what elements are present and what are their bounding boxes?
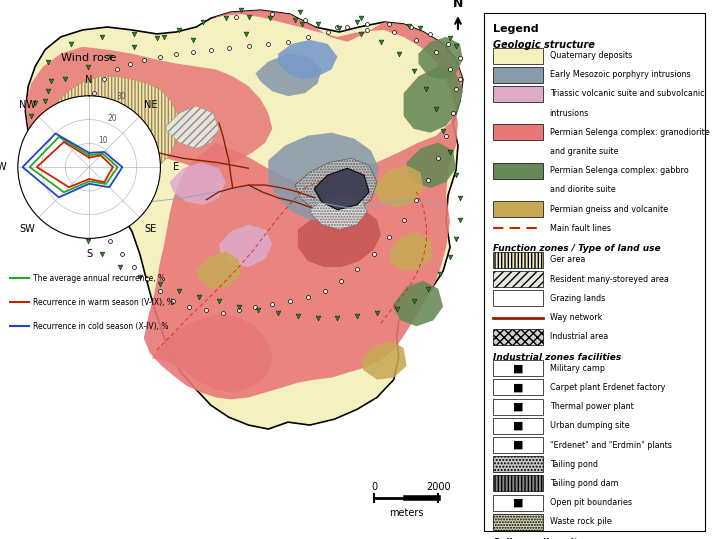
Text: Recurrence in warm season (V-IX), %: Recurrence in warm season (V-IX), % <box>34 298 175 307</box>
Text: Tailing pond dam: Tailing pond dam <box>550 479 618 488</box>
Bar <box>493 271 543 287</box>
Text: "Erdenet" and "Erdmin" plants: "Erdenet" and "Erdmin" plants <box>550 440 672 450</box>
Polygon shape <box>144 10 463 399</box>
Text: Early Mesozoic porphyry intrusions: Early Mesozoic porphyry intrusions <box>550 70 690 79</box>
Polygon shape <box>374 165 424 208</box>
Polygon shape <box>361 340 406 379</box>
Text: Recurrence in cold season (X-IV), %: Recurrence in cold season (X-IV), % <box>34 322 169 331</box>
Text: Industrial area: Industrial area <box>550 332 608 341</box>
Text: Industrial zones facilities: Industrial zones facilities <box>493 353 621 362</box>
Text: Permian Selenga complex: gabbro: Permian Selenga complex: gabbro <box>550 167 689 175</box>
Text: Grazing lands: Grazing lands <box>550 294 605 303</box>
Polygon shape <box>419 37 463 79</box>
Bar <box>493 457 543 472</box>
Bar <box>493 475 543 492</box>
Text: Geologic structure: Geologic structure <box>493 40 595 50</box>
Text: Thermal power plant: Thermal power plant <box>550 402 633 411</box>
Text: Waste rock pile: Waste rock pile <box>550 517 612 527</box>
Text: N: N <box>453 0 463 10</box>
Text: Legend: Legend <box>493 24 538 34</box>
Text: Ger area: Ger area <box>550 255 585 265</box>
Polygon shape <box>152 314 272 392</box>
Text: Triassic volcanic suite and subvolcanic: Triassic volcanic suite and subvolcanic <box>550 89 704 99</box>
Bar <box>493 67 543 83</box>
Bar <box>493 252 543 268</box>
Bar <box>493 360 543 376</box>
Text: Military camp: Military camp <box>550 364 605 372</box>
Polygon shape <box>394 281 443 326</box>
Bar <box>493 291 543 306</box>
Text: ■: ■ <box>513 421 523 431</box>
Bar <box>493 163 543 179</box>
Text: 2000: 2000 <box>426 482 451 492</box>
Polygon shape <box>219 225 272 267</box>
Text: and diorite suite: and diorite suite <box>550 185 615 195</box>
Text: The average annual recurrence, %: The average annual recurrence, % <box>34 274 165 283</box>
Bar <box>493 418 543 434</box>
Text: ■: ■ <box>513 383 523 392</box>
Polygon shape <box>295 158 377 215</box>
Bar <box>493 399 543 414</box>
Bar <box>493 379 543 396</box>
Text: Permian gneiss and volcanite: Permian gneiss and volcanite <box>550 205 668 213</box>
Polygon shape <box>167 106 219 148</box>
Polygon shape <box>389 231 434 271</box>
Text: Tailing pond: Tailing pond <box>550 460 597 469</box>
Polygon shape <box>404 66 463 133</box>
Text: Way network: Way network <box>550 313 602 322</box>
Text: intrusions: intrusions <box>550 109 589 118</box>
Bar <box>493 437 543 453</box>
Bar <box>493 329 543 345</box>
Text: ■: ■ <box>513 363 523 373</box>
Text: Function zones / Type of land use: Function zones / Type of land use <box>493 244 660 253</box>
Text: and granite suite: and granite suite <box>550 147 618 156</box>
Polygon shape <box>406 143 456 188</box>
Text: Urban dumping site: Urban dumping site <box>550 421 630 430</box>
Text: Main fault lines: Main fault lines <box>550 224 611 233</box>
Bar <box>493 125 543 140</box>
Text: meters: meters <box>389 508 424 518</box>
Polygon shape <box>31 77 180 190</box>
Polygon shape <box>309 192 367 230</box>
Text: ■: ■ <box>513 497 523 508</box>
Polygon shape <box>255 54 322 96</box>
Text: Carpet plant Erdenet factory: Carpet plant Erdenet factory <box>550 383 665 392</box>
Text: Quaternary deposits: Quaternary deposits <box>550 51 632 60</box>
Text: ■: ■ <box>513 402 523 412</box>
Text: Permian Selenga complex: granodiorite: Permian Selenga complex: granodiorite <box>550 128 709 137</box>
Bar <box>493 495 543 510</box>
Polygon shape <box>314 168 369 210</box>
Bar <box>493 86 543 102</box>
Text: 0: 0 <box>371 482 377 492</box>
Title: Wind rose: Wind rose <box>61 53 117 63</box>
Polygon shape <box>278 40 337 79</box>
Polygon shape <box>268 133 379 222</box>
Polygon shape <box>25 47 272 168</box>
Bar <box>493 47 543 64</box>
Polygon shape <box>170 162 226 205</box>
Bar <box>493 201 543 217</box>
Text: ■: ■ <box>513 440 523 450</box>
Polygon shape <box>25 10 463 429</box>
Text: Resident many-storeyed area: Resident many-storeyed area <box>550 274 669 284</box>
Bar <box>493 514 543 530</box>
Text: Open pit boundaries: Open pit boundaries <box>550 498 632 507</box>
Text: Soil sampling sites: Soil sampling sites <box>493 538 588 539</box>
Polygon shape <box>196 251 241 289</box>
Polygon shape <box>298 205 381 267</box>
